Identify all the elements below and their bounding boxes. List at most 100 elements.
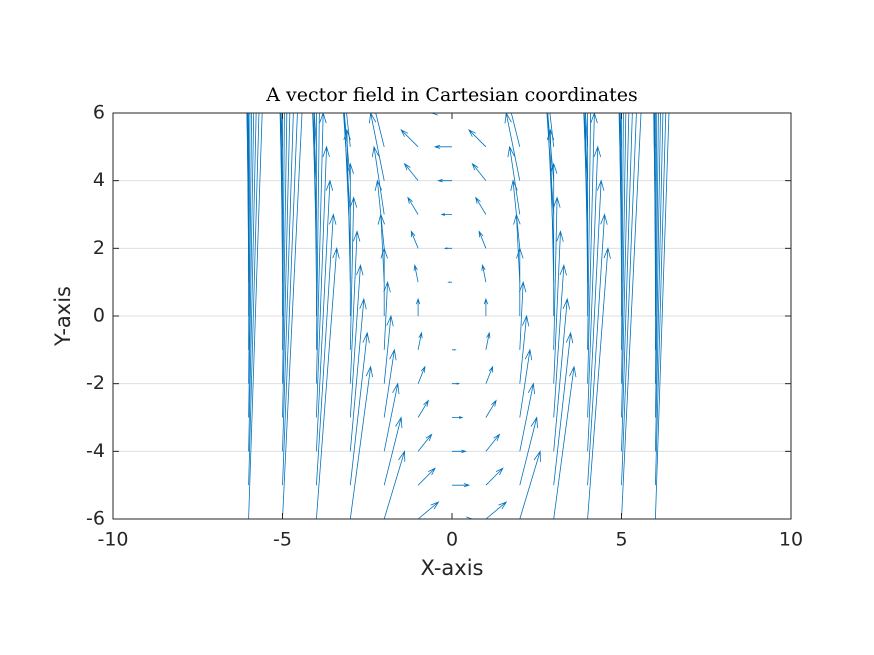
x-tick-label: -5	[273, 529, 292, 551]
arrow	[417, 433, 433, 452]
x-tick-label: 10	[779, 529, 803, 551]
arrow	[583, 113, 588, 181]
y-axis-label: Y-axis	[51, 286, 75, 347]
arrow	[316, 145, 330, 418]
arrow	[316, 247, 340, 519]
y-tick-label: 2	[93, 237, 105, 259]
arrow	[316, 113, 320, 350]
arrow	[282, 113, 298, 486]
arrow	[452, 382, 461, 385]
arrow	[248, 113, 260, 486]
arrow	[587, 113, 598, 384]
arrow	[368, 113, 385, 181]
arrow	[440, 213, 452, 216]
arrow	[618, 113, 622, 215]
y-tick-label: 6	[93, 102, 105, 124]
arrow	[400, 129, 419, 148]
arrow	[621, 113, 630, 418]
arrow	[587, 113, 591, 350]
arrow	[383, 280, 391, 350]
arrow	[316, 213, 337, 486]
arrow	[282, 113, 294, 452]
arrow	[443, 247, 452, 250]
arrow	[553, 263, 567, 418]
arrow	[383, 416, 403, 486]
arrow	[621, 113, 633, 452]
arrow	[452, 483, 471, 488]
arrow	[485, 501, 508, 519]
arrow	[349, 297, 367, 452]
arrow	[481, 263, 487, 283]
arrow	[349, 331, 370, 486]
arrow	[433, 144, 452, 149]
arrow	[312, 113, 317, 249]
arrow	[547, 113, 555, 181]
arrow	[383, 348, 397, 418]
arrow	[248, 113, 263, 519]
arrow	[403, 162, 419, 181]
arrow	[655, 113, 659, 384]
arrow	[583, 113, 588, 215]
arrow	[248, 113, 251, 350]
arrow	[519, 382, 536, 452]
arrow	[621, 113, 624, 350]
arrow	[282, 113, 288, 384]
arrow	[475, 196, 487, 215]
arrow	[349, 365, 373, 519]
arrow	[483, 297, 488, 316]
arrow	[519, 348, 533, 418]
arrow	[587, 213, 608, 486]
arrow	[282, 113, 303, 519]
arrow	[349, 263, 364, 418]
x-tick-label: 5	[615, 529, 627, 551]
arrow	[383, 382, 400, 452]
arrow	[248, 113, 253, 384]
arrow	[621, 113, 627, 384]
arrow	[549, 113, 555, 147]
arrow	[413, 263, 419, 283]
arrow	[655, 113, 670, 519]
arrow	[655, 113, 661, 418]
arrow	[587, 247, 611, 519]
arrow	[452, 416, 464, 419]
arrow	[452, 516, 474, 519]
arrow	[416, 297, 421, 316]
arrow	[553, 297, 571, 452]
arrow	[437, 178, 452, 183]
arrow	[587, 145, 602, 418]
arrow	[343, 113, 351, 181]
arrow	[316, 113, 327, 384]
y-tick-label: -2	[86, 372, 105, 394]
arrow	[282, 113, 285, 350]
arrow	[519, 416, 538, 486]
arrow	[343, 113, 351, 215]
arrow	[383, 314, 394, 384]
arrow	[587, 179, 605, 452]
arrow	[417, 399, 429, 418]
arrow	[468, 129, 487, 148]
chart-title: A vector field in Cartesian coordinates	[265, 84, 637, 106]
arrow	[510, 113, 521, 147]
arrow	[248, 113, 255, 418]
arrow	[282, 113, 291, 418]
arrow	[312, 113, 317, 181]
arrow	[485, 365, 494, 384]
arrow	[655, 113, 658, 350]
arrow	[410, 230, 419, 249]
arrow	[452, 449, 467, 454]
arrow	[655, 113, 667, 486]
arrow	[655, 113, 664, 452]
arrow	[478, 230, 487, 249]
arrow	[407, 196, 419, 215]
arrow	[504, 113, 521, 181]
x-tick-label: -10	[97, 529, 128, 551]
arrow	[485, 467, 504, 486]
arrow	[519, 280, 527, 350]
arrow	[312, 113, 317, 215]
arrow	[417, 467, 436, 486]
arrow	[279, 113, 283, 215]
arrow	[507, 145, 521, 215]
arrow	[371, 145, 385, 215]
